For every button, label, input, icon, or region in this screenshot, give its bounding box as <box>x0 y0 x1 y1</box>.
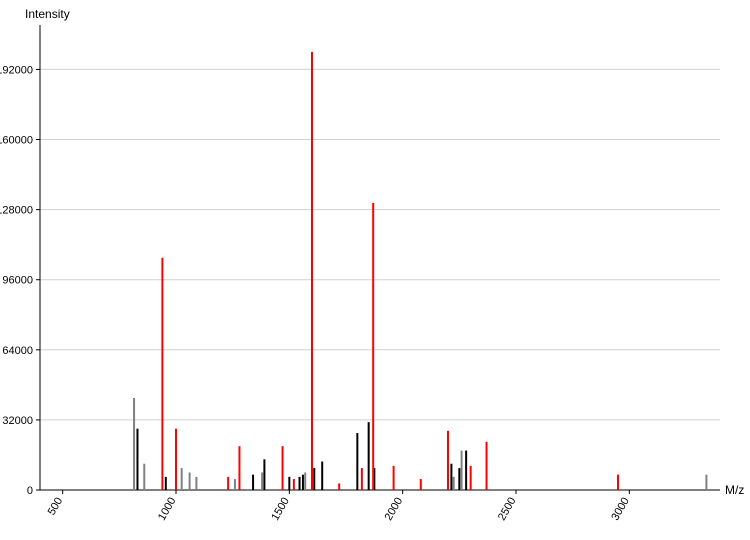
y-axis-label: Intensity <box>25 7 70 21</box>
y-tick-label: 160000 <box>0 135 33 147</box>
y-tick-label: 64000 <box>2 345 33 357</box>
x-axis-label: M/z <box>725 483 744 497</box>
y-tick-label: 128000 <box>0 205 33 217</box>
y-tick-label: 0 <box>27 485 33 497</box>
y-tick-label: 96000 <box>2 275 33 287</box>
y-tick-label: 32000 <box>2 415 33 427</box>
spectrum-container: 0320006400096000128000160000192000500100… <box>0 0 750 540</box>
mass-spectrum-chart: 0320006400096000128000160000192000500100… <box>0 0 750 540</box>
y-tick-label: 192000 <box>0 64 33 76</box>
